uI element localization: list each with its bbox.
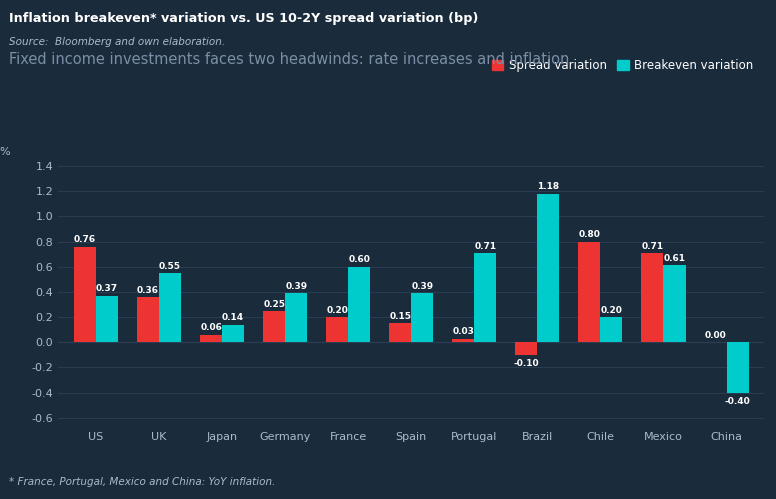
- Text: 0.20: 0.20: [601, 306, 622, 315]
- Text: 0.55: 0.55: [159, 262, 181, 271]
- Bar: [726, 342, 749, 393]
- Text: 0.71: 0.71: [474, 242, 497, 250]
- Text: 0.03: 0.03: [452, 327, 474, 336]
- Text: 0.39: 0.39: [411, 282, 433, 291]
- Bar: [390, 323, 411, 342]
- Text: %: %: [0, 147, 10, 157]
- Text: 0.36: 0.36: [137, 286, 159, 295]
- Bar: [537, 194, 559, 342]
- Text: 0.76: 0.76: [74, 236, 96, 245]
- Text: -0.40: -0.40: [725, 397, 750, 406]
- Text: 1.18: 1.18: [537, 183, 559, 192]
- Legend: Spread variation, Breakeven variation: Spread variation, Breakeven variation: [487, 54, 758, 77]
- Bar: [601, 317, 622, 342]
- Text: 0.14: 0.14: [222, 313, 244, 322]
- Bar: [200, 335, 222, 342]
- Bar: [642, 253, 663, 342]
- Text: 0.80: 0.80: [578, 230, 601, 240]
- Bar: [74, 247, 96, 342]
- Text: 0.71: 0.71: [642, 242, 663, 250]
- Text: 0.06: 0.06: [200, 323, 222, 332]
- Text: Inflation breakeven* variation vs. US 10-2Y spread variation (bp): Inflation breakeven* variation vs. US 10…: [9, 12, 479, 25]
- Bar: [326, 317, 348, 342]
- Text: 0.60: 0.60: [348, 255, 370, 264]
- Bar: [96, 296, 118, 342]
- Text: -0.10: -0.10: [514, 359, 539, 368]
- Text: 0.00: 0.00: [705, 331, 726, 340]
- Bar: [515, 342, 537, 355]
- Bar: [474, 253, 497, 342]
- Bar: [159, 273, 181, 342]
- Text: 0.15: 0.15: [390, 312, 411, 321]
- Bar: [263, 311, 286, 342]
- Bar: [348, 267, 370, 342]
- Text: 0.20: 0.20: [326, 306, 348, 315]
- Bar: [578, 242, 601, 342]
- Text: Fixed income investments faces two headwinds: rate increases and inflation: Fixed income investments faces two headw…: [9, 52, 570, 67]
- Bar: [411, 293, 433, 342]
- Text: 0.25: 0.25: [263, 299, 285, 308]
- Text: 0.39: 0.39: [285, 282, 307, 291]
- Text: Source:  Bloomberg and own elaboration.: Source: Bloomberg and own elaboration.: [9, 37, 226, 47]
- Bar: [222, 325, 244, 342]
- Bar: [452, 338, 474, 342]
- Text: * France, Portugal, Mexico and China: YoY inflation.: * France, Portugal, Mexico and China: Yo…: [9, 477, 275, 487]
- Text: 0.61: 0.61: [663, 254, 685, 263]
- Bar: [285, 293, 307, 342]
- Bar: [663, 265, 685, 342]
- Bar: [137, 297, 159, 342]
- Text: 0.37: 0.37: [96, 284, 118, 293]
